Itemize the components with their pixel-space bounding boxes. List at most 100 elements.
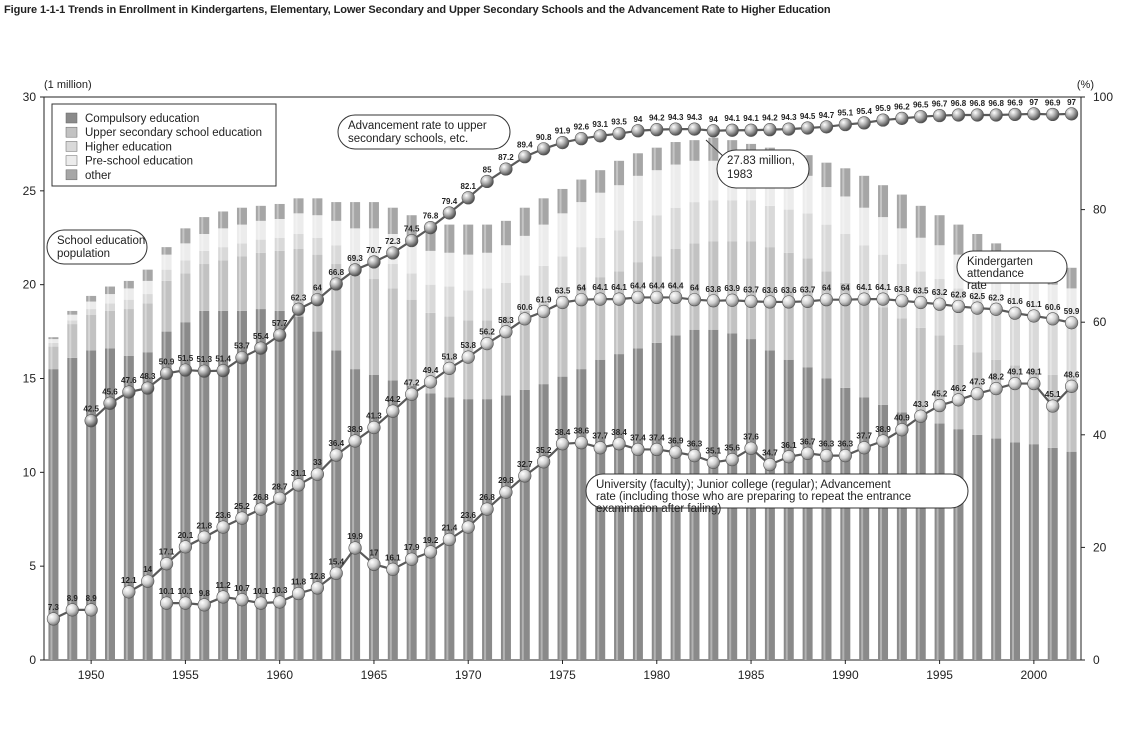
data-label: 8.9 [86,594,98,603]
bar-highlight [1012,250,1015,661]
line-point [122,385,136,399]
line-point [895,294,909,308]
line-point [744,294,758,308]
data-label: 48.6 [1064,370,1080,379]
data-label: 94 [709,115,718,124]
bar-compulsory [331,350,342,660]
bar-other [859,175,870,208]
data-label: 46.2 [951,384,967,393]
bar-higher [236,243,247,257]
line-point [141,574,155,588]
bar-higher [1047,318,1058,375]
bar-compulsory [538,384,549,660]
bar-upper-secondary [350,275,361,370]
bar-other [651,147,662,171]
data-label: 36.4 [328,439,344,448]
data-label: 32.7 [517,460,533,469]
bar-other [463,224,474,255]
bar-highlight [766,147,769,661]
data-label: 63.6 [781,286,797,295]
bar-upper-secondary [387,288,398,381]
bar-other [48,337,59,340]
bar-upper-secondary [425,312,436,394]
bar-upper-secondary [802,258,813,368]
data-label: 49.1 [1026,368,1042,377]
line-point [1027,309,1041,323]
bar-other [123,280,134,289]
bar-higher [387,264,398,289]
x-tick-label: 1955 [172,668,199,682]
line-point [216,364,230,378]
line-point [631,124,645,138]
line-point [537,304,551,319]
bar-upper-secondary [500,316,511,396]
data-label: 10.3 [272,586,288,595]
line-point [763,123,777,137]
bar-higher [86,309,97,315]
bar-highlight [672,142,675,661]
bar-compulsory [199,310,210,660]
bar-higher [708,200,719,242]
y-left-unit: (1 million) [44,79,92,91]
bar-highlight [804,155,807,660]
line-point [631,290,645,305]
data-label: 48.2 [988,373,1004,382]
bar-preschool [1047,284,1058,319]
bar-other [878,185,889,218]
bar-other [86,295,97,302]
bar-other [161,247,172,255]
bar-preschool [161,254,172,270]
bar-other [67,310,78,315]
bar-higher [1010,309,1021,366]
line-point [46,612,61,626]
bar-preschool [368,228,379,257]
line-point [1064,316,1079,330]
line-point [499,162,513,176]
bar-highlight [993,243,996,660]
data-label: 96.7 [932,100,948,109]
data-label: 79.4 [442,197,458,206]
line-point [178,540,193,554]
bar-upper-secondary [368,279,379,375]
y-left-tick-label: 5 [29,559,36,573]
bar-higher [274,237,285,251]
bar-highlight [427,222,430,660]
data-label: 94.3 [781,113,797,122]
bar-higher [840,233,851,283]
data-label: 61.1 [1026,300,1042,309]
data-label: 38.9 [347,425,363,434]
bar-compulsory [802,367,813,660]
peak-pointer [705,139,726,159]
line-point [932,108,947,123]
data-label: 43.3 [913,400,929,409]
data-label: 96.2 [894,102,910,111]
bar-compulsory [859,397,870,660]
line-point [65,603,79,617]
line-point [423,375,438,389]
data-label: 95.4 [856,107,872,116]
line-point [480,336,494,351]
data-label: 9.8 [199,589,211,598]
line-point [669,445,683,459]
bar-other [444,224,455,253]
bar-preschool [915,237,926,272]
bar-preschool [519,235,530,276]
data-label: 23.6 [460,511,476,520]
line-point [914,110,928,124]
line-point [1064,379,1079,393]
data-label: 69.3 [347,254,363,263]
bar-other [104,286,115,295]
data-label: 93.1 [592,120,608,129]
data-label: 58.3 [498,316,514,325]
bar-highlight [917,205,920,660]
data-label: 45.1 [1045,390,1061,399]
line-point [310,467,324,481]
bar-highlight [861,175,864,660]
data-label: 96.8 [951,99,967,108]
bar-other [670,142,681,165]
line-point [254,596,268,610]
peak-callout-box [716,149,810,189]
bar-higher [821,224,832,272]
data-label: 74.5 [404,225,420,234]
bar-other [142,269,153,281]
